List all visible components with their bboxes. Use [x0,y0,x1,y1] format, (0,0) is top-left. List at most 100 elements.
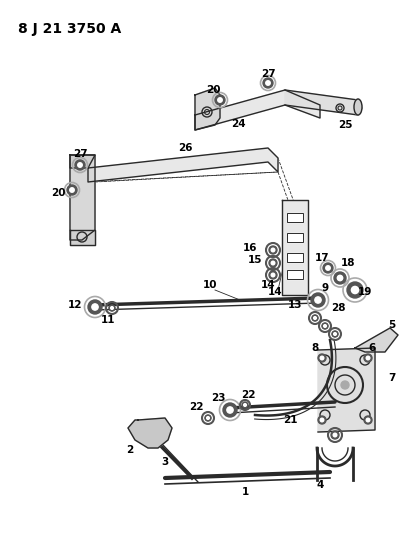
Circle shape [333,433,337,437]
Text: 19: 19 [358,287,372,297]
Text: 14: 14 [268,287,282,297]
Circle shape [322,323,328,329]
Circle shape [269,246,277,254]
Bar [287,213,303,222]
Text: 15: 15 [248,255,262,265]
Circle shape [271,248,275,252]
Circle shape [364,354,372,362]
Circle shape [323,263,333,273]
Circle shape [271,261,275,265]
Circle shape [334,272,346,284]
Ellipse shape [354,99,362,115]
Circle shape [351,286,359,294]
Text: 13: 13 [288,300,302,310]
Circle shape [218,98,222,102]
Bar [287,213,303,222]
Text: 17: 17 [315,253,329,263]
Text: 2: 2 [126,445,134,455]
Circle shape [266,81,270,85]
Polygon shape [285,90,362,115]
Polygon shape [195,88,220,130]
Circle shape [78,163,82,167]
Bar [287,233,303,242]
Circle shape [332,331,338,337]
Bar [287,270,303,279]
Text: 18: 18 [341,258,355,268]
Circle shape [70,188,74,192]
Polygon shape [70,155,95,168]
Circle shape [326,266,330,270]
Circle shape [109,305,115,311]
Circle shape [223,403,237,417]
Polygon shape [282,200,308,295]
Circle shape [269,259,277,267]
Circle shape [318,354,326,362]
Text: 27: 27 [261,69,275,79]
Text: 8: 8 [311,343,319,353]
Circle shape [111,306,113,309]
Circle shape [242,402,248,408]
Text: 20: 20 [51,188,65,198]
Circle shape [315,297,321,303]
Circle shape [324,325,326,327]
Circle shape [337,276,343,281]
Bar [287,253,303,262]
Text: 25: 25 [338,120,352,130]
Polygon shape [318,348,375,432]
Polygon shape [70,230,95,245]
Bar [287,233,303,242]
Text: 6: 6 [368,343,376,353]
Circle shape [341,381,349,389]
Circle shape [314,317,316,319]
Text: 24: 24 [231,119,245,129]
Text: 21: 21 [283,415,297,425]
Circle shape [347,282,363,298]
Text: 14: 14 [261,280,275,290]
Circle shape [75,160,85,170]
Circle shape [227,407,233,413]
Text: 3: 3 [161,457,169,467]
Text: 11: 11 [101,315,115,325]
Circle shape [263,78,273,88]
Circle shape [366,418,370,422]
Circle shape [318,416,326,424]
Circle shape [311,293,325,307]
Text: 9: 9 [322,283,328,293]
Text: 5: 5 [388,320,396,330]
Text: 1: 1 [241,487,249,497]
Circle shape [205,415,211,421]
Text: 28: 28 [331,303,345,313]
Text: 27: 27 [73,149,87,159]
Bar [287,253,303,262]
Polygon shape [195,90,320,130]
Circle shape [320,356,324,360]
Circle shape [269,271,277,279]
Circle shape [320,418,324,422]
Circle shape [244,403,246,406]
Text: 22: 22 [241,390,255,400]
Circle shape [88,300,102,314]
Circle shape [215,95,225,105]
Circle shape [331,431,339,439]
Text: 4: 4 [316,480,324,490]
Text: 20: 20 [206,85,220,95]
Text: 12: 12 [68,300,82,310]
Bar [287,270,303,279]
Circle shape [207,417,209,419]
Polygon shape [355,328,398,352]
Circle shape [67,185,77,195]
Polygon shape [70,155,95,240]
Text: 22: 22 [189,402,203,412]
Polygon shape [88,148,278,182]
Circle shape [312,315,318,321]
Polygon shape [128,418,172,448]
Text: 23: 23 [211,393,225,403]
Circle shape [366,356,370,360]
Text: 26: 26 [178,143,192,153]
Text: 7: 7 [388,373,396,383]
Circle shape [92,304,98,310]
Text: 10: 10 [203,280,217,290]
Text: 8 J 21 3750 A: 8 J 21 3750 A [18,22,121,36]
Circle shape [364,416,372,424]
Circle shape [334,333,336,335]
